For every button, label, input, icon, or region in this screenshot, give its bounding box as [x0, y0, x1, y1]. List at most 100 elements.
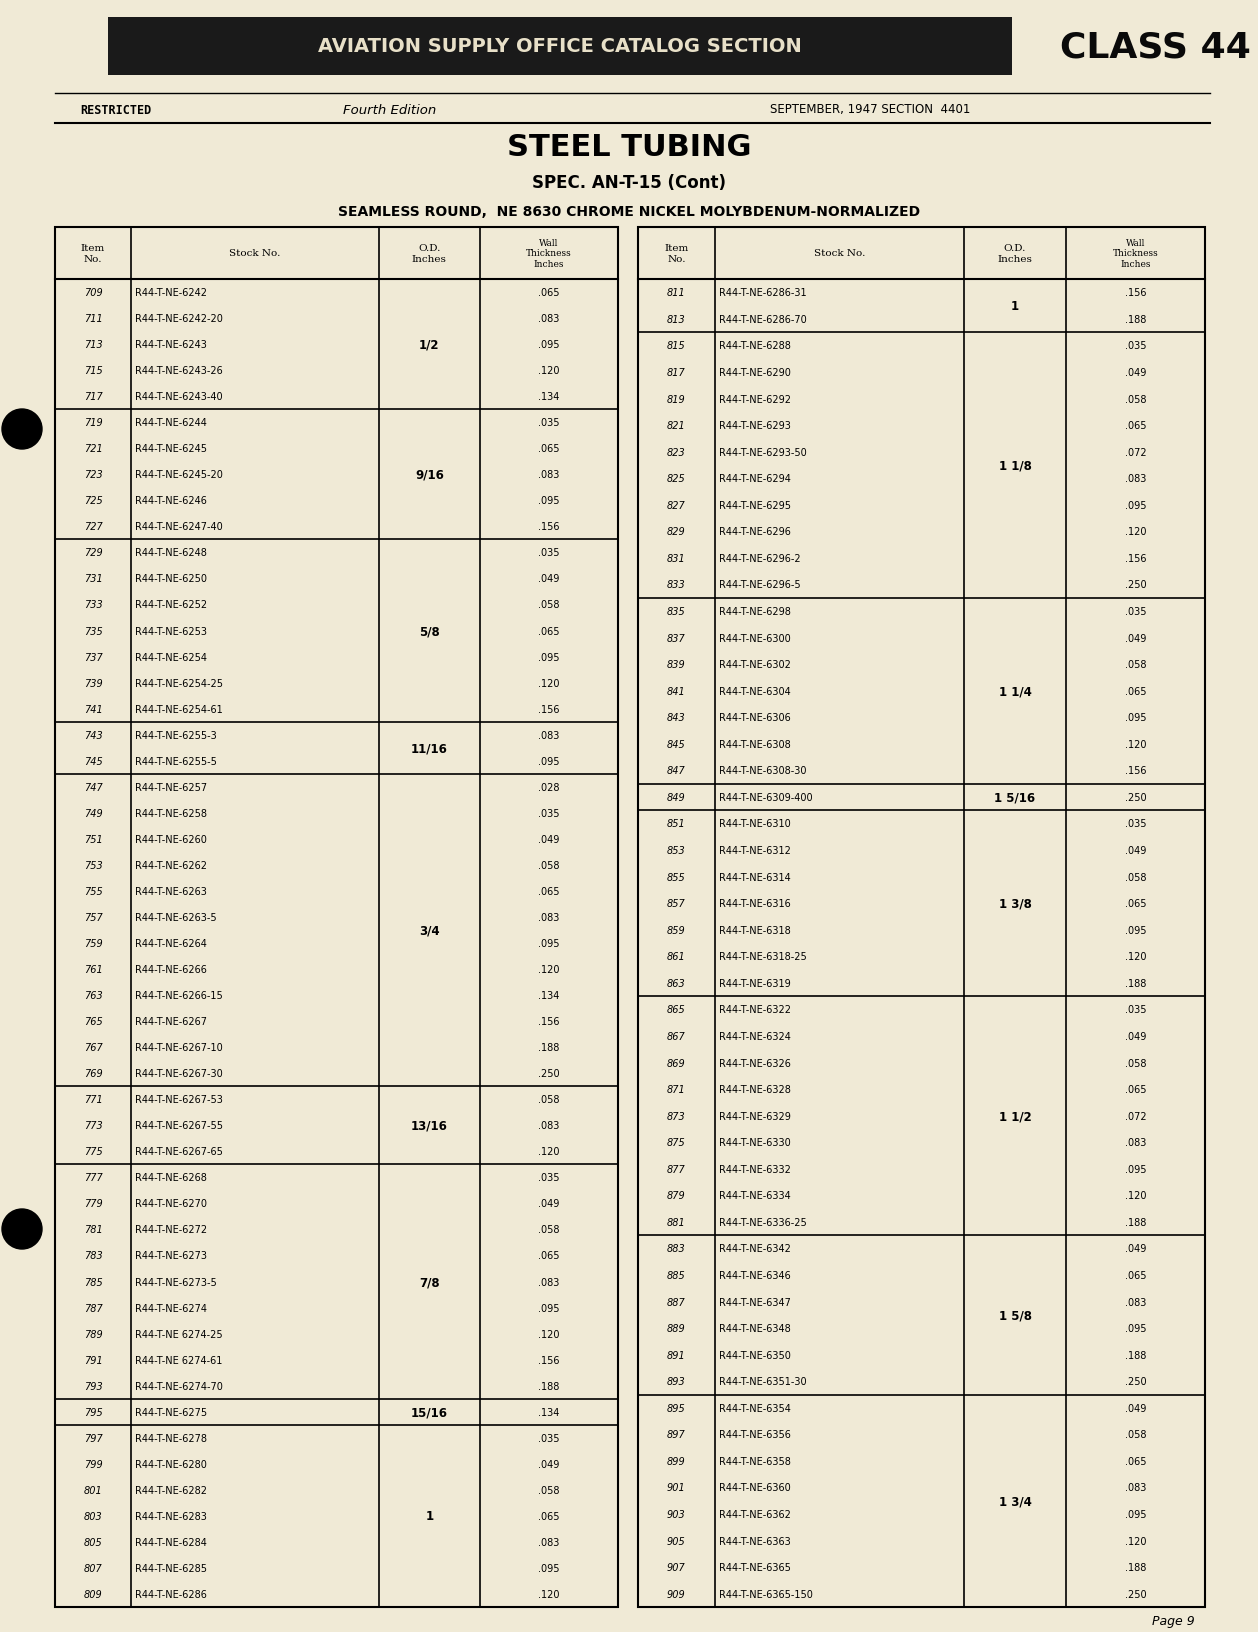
- Text: .058: .058: [538, 1224, 560, 1235]
- Text: 1 1/4: 1 1/4: [999, 685, 1032, 698]
- Text: 1: 1: [1011, 300, 1019, 313]
- Text: 1 5/8: 1 5/8: [999, 1309, 1032, 1322]
- Text: .083: .083: [538, 1276, 560, 1286]
- Text: R44-T-NE-6245: R44-T-NE-6245: [135, 444, 208, 454]
- Text: 889: 889: [667, 1324, 686, 1333]
- Text: 879: 879: [667, 1191, 686, 1201]
- Text: 871: 871: [667, 1084, 686, 1095]
- Text: 873: 873: [667, 1111, 686, 1121]
- Text: R44-T-NE-6300: R44-T-NE-6300: [718, 633, 790, 643]
- Text: 807: 807: [83, 1563, 102, 1573]
- Text: .156: .156: [1125, 553, 1146, 563]
- Text: R44-T-NE-6286-70: R44-T-NE-6286-70: [718, 315, 806, 325]
- Text: R44-T-NE-6258: R44-T-NE-6258: [135, 808, 208, 818]
- Text: 845: 845: [667, 739, 686, 749]
- Text: 851: 851: [667, 819, 686, 829]
- Text: R44-T-NE-6242-20: R44-T-NE-6242-20: [135, 313, 223, 323]
- Text: 849: 849: [667, 793, 686, 803]
- Text: .120: .120: [538, 965, 560, 974]
- Text: R44-T-NE-6280: R44-T-NE-6280: [135, 1459, 206, 1469]
- Text: .065: .065: [1125, 1084, 1146, 1095]
- Text: 729: 729: [83, 548, 102, 558]
- Text: R44-T-NE-6329: R44-T-NE-6329: [718, 1111, 790, 1121]
- Bar: [638, 228, 1205, 1608]
- Text: 799: 799: [83, 1459, 102, 1469]
- Text: R44-T-NE-6270: R44-T-NE-6270: [135, 1198, 208, 1209]
- Text: .065: .065: [1125, 421, 1146, 431]
- Text: .083: .083: [538, 470, 560, 480]
- Text: Page 9: Page 9: [1152, 1614, 1195, 1627]
- Text: 785: 785: [83, 1276, 102, 1286]
- Text: .120: .120: [1125, 951, 1146, 961]
- Text: .035: .035: [538, 808, 560, 818]
- Text: .095: .095: [538, 1563, 560, 1573]
- Text: .065: .065: [1125, 1456, 1146, 1466]
- Text: 895: 895: [667, 1404, 686, 1413]
- Text: 787: 787: [83, 1302, 102, 1312]
- Text: CLASS 44: CLASS 44: [1059, 29, 1250, 64]
- Text: R44-T-NE-6253: R44-T-NE-6253: [135, 627, 208, 636]
- Text: .035: .035: [1125, 1005, 1146, 1015]
- Text: R44-T-NE-6332: R44-T-NE-6332: [718, 1164, 790, 1173]
- Text: 797: 797: [83, 1433, 102, 1443]
- Text: .049: .049: [538, 834, 560, 844]
- Text: 747: 747: [83, 782, 102, 792]
- Text: .058: .058: [1125, 1430, 1146, 1439]
- Text: .065: .065: [538, 627, 560, 636]
- Text: R44-T-NE-6254: R44-T-NE-6254: [135, 653, 208, 663]
- Text: 869: 869: [667, 1058, 686, 1067]
- Text: .188: .188: [538, 1043, 560, 1053]
- Text: R44-T-NE-6286: R44-T-NE-6286: [135, 1590, 206, 1599]
- Text: 749: 749: [83, 808, 102, 818]
- Text: R44-T-NE-6290: R44-T-NE-6290: [718, 367, 790, 377]
- Text: Fourth Edition: Fourth Edition: [343, 103, 437, 116]
- Text: R44-T-NE-6365: R44-T-NE-6365: [718, 1562, 790, 1572]
- Text: 751: 751: [83, 834, 102, 844]
- Text: R44-T-NE-6346: R44-T-NE-6346: [718, 1270, 790, 1279]
- Text: 753: 753: [83, 860, 102, 870]
- Text: .095: .095: [1125, 1510, 1146, 1519]
- Text: 727: 727: [83, 522, 102, 532]
- Text: .065: .065: [1125, 687, 1146, 697]
- Text: R44-T-NE-6247-40: R44-T-NE-6247-40: [135, 522, 223, 532]
- Text: .049: .049: [1125, 1404, 1146, 1413]
- Text: .035: .035: [1125, 607, 1146, 617]
- Text: R44-T-NE-6348: R44-T-NE-6348: [718, 1324, 790, 1333]
- Text: 863: 863: [667, 978, 686, 989]
- Text: R44-T-NE-6260: R44-T-NE-6260: [135, 834, 206, 844]
- Text: .049: .049: [538, 574, 560, 584]
- Text: SEAMLESS ROUND,  NE 8630 CHROME NICKEL MOLYBDENUM-NORMALIZED: SEAMLESS ROUND, NE 8630 CHROME NICKEL MO…: [338, 206, 920, 219]
- Text: .120: .120: [538, 679, 560, 689]
- Text: .095: .095: [1125, 501, 1146, 511]
- Text: 813: 813: [667, 315, 686, 325]
- Text: 1: 1: [425, 1510, 434, 1523]
- Text: 835: 835: [667, 607, 686, 617]
- Text: .083: .083: [538, 730, 560, 741]
- Text: R44-T-NE-6342: R44-T-NE-6342: [718, 1244, 790, 1253]
- Text: .134: .134: [538, 991, 560, 1000]
- Text: 769: 769: [83, 1069, 102, 1079]
- Text: 755: 755: [83, 886, 102, 896]
- Text: 739: 739: [83, 679, 102, 689]
- Text: 837: 837: [667, 633, 686, 643]
- Text: 803: 803: [83, 1511, 102, 1521]
- Text: 811: 811: [667, 289, 686, 299]
- Text: R44-T-NE-6273: R44-T-NE-6273: [135, 1250, 208, 1260]
- Text: 887: 887: [667, 1297, 686, 1307]
- Text: .156: .156: [538, 1355, 560, 1364]
- Text: 763: 763: [83, 991, 102, 1000]
- Text: .120: .120: [538, 366, 560, 375]
- Text: Wall
Thickness
Inches: Wall Thickness Inches: [1112, 238, 1159, 269]
- Text: R44-T-NE-6263-5: R44-T-NE-6263-5: [135, 912, 216, 922]
- Text: .035: .035: [1125, 341, 1146, 351]
- Text: 859: 859: [667, 925, 686, 935]
- Text: 829: 829: [667, 527, 686, 537]
- Text: .035: .035: [538, 418, 560, 428]
- Text: R44-T-NE-6267: R44-T-NE-6267: [135, 1017, 208, 1027]
- Text: 761: 761: [83, 965, 102, 974]
- Text: .095: .095: [1125, 925, 1146, 935]
- Text: R44-T-NE-6242: R44-T-NE-6242: [135, 287, 208, 297]
- Text: .049: .049: [1125, 845, 1146, 855]
- Text: R44-T-NE-6330: R44-T-NE-6330: [718, 1138, 790, 1147]
- Text: R44-T-NE-6298: R44-T-NE-6298: [718, 607, 790, 617]
